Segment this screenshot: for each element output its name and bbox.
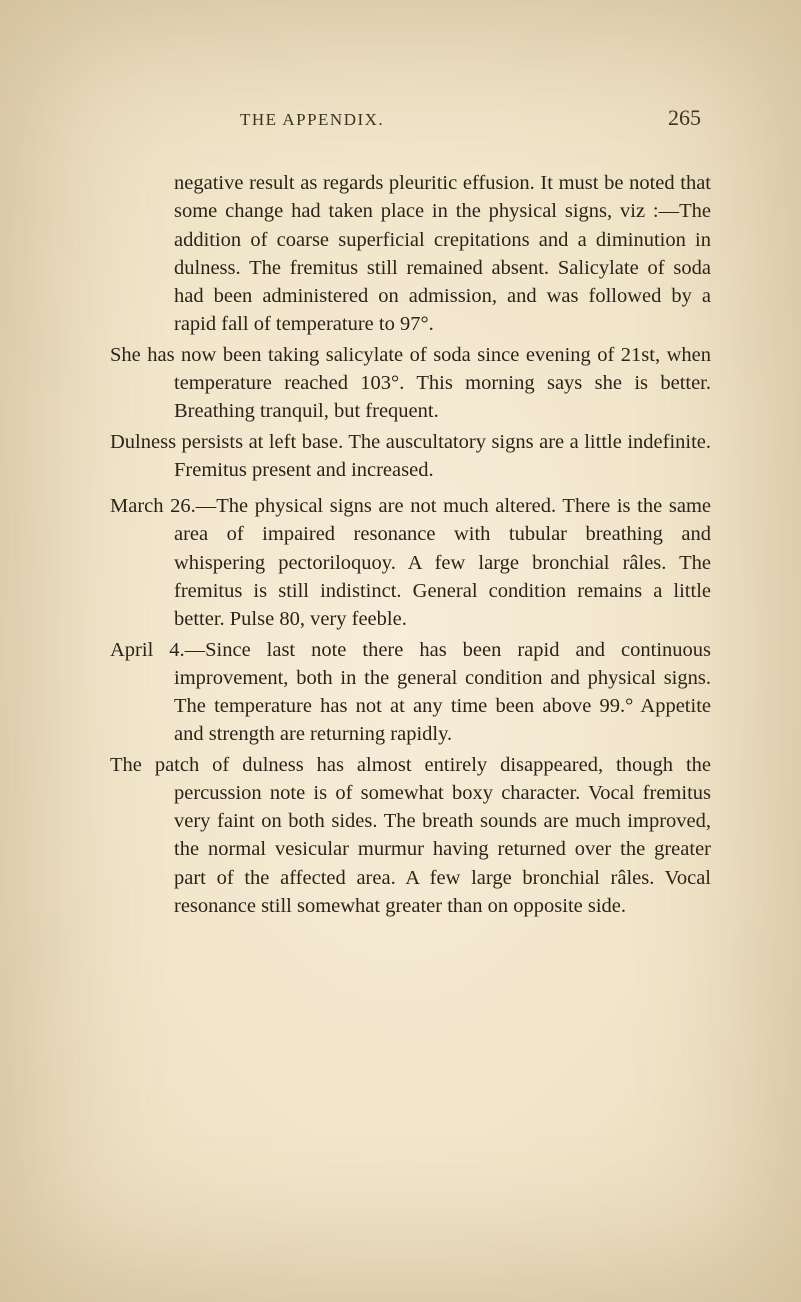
body-paragraph-4: March 26.—The physical signs are not muc… (110, 492, 711, 633)
body-paragraph-6: The patch of dulness has almost entirely… (110, 751, 711, 921)
page-number: 265 (668, 105, 701, 131)
page-header: THE APPENDIX. 265 (110, 105, 711, 131)
body-paragraph-1: negative result as regards pleuritic eff… (110, 169, 711, 339)
page-container: THE APPENDIX. 265 negative result as reg… (0, 0, 801, 1302)
body-paragraph-2: She has now been taking salicylate of so… (110, 341, 711, 426)
body-paragraph-5: April 4.—Since last note there has been … (110, 636, 711, 749)
body-paragraph-3: Dulness persists at left base. The auscu… (110, 428, 711, 485)
running-title: THE APPENDIX. (240, 110, 384, 130)
